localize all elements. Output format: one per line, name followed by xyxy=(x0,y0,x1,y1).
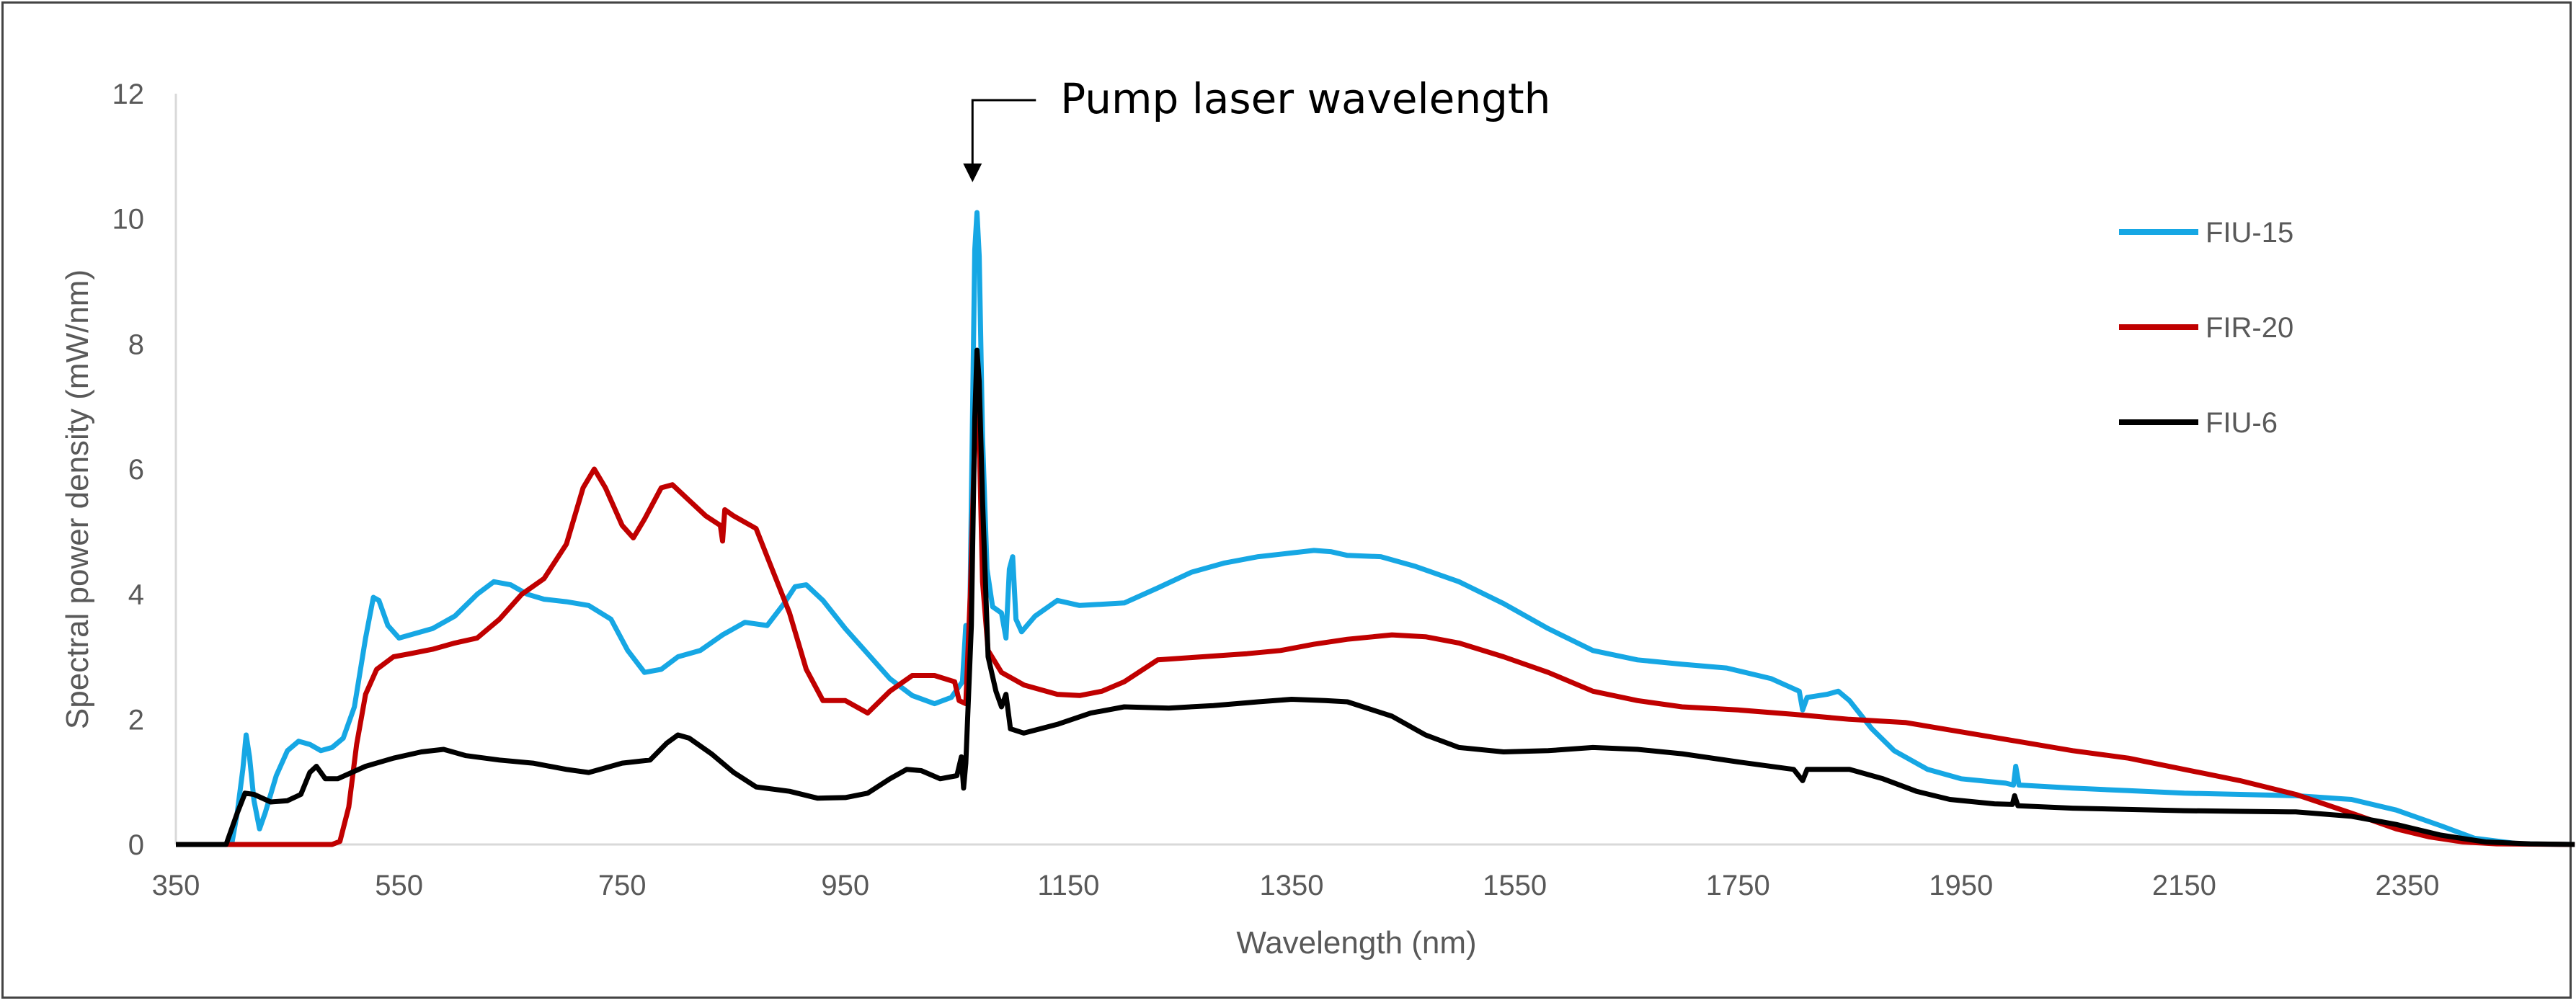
legend-label: FIU-15 xyxy=(2206,217,2293,249)
x-tick-label: 1350 xyxy=(1260,870,1324,901)
x-tick-label: 1150 xyxy=(1037,870,1099,901)
y-tick-label: 6 xyxy=(128,454,144,486)
series-line-fiu-15 xyxy=(228,210,2575,847)
x-tick-labels: 350 550 750 950 1150 1350 1550 1750 1950 2150 2350 xyxy=(152,870,2440,901)
annotation-text: Pump laser wavelength xyxy=(1060,74,1550,123)
legend-item: FIU-6 xyxy=(2119,407,2278,439)
x-tick-label: 1750 xyxy=(1706,870,1770,901)
x-tick-label: 1950 xyxy=(1929,870,1993,901)
x-tick-label: 750 xyxy=(598,870,647,901)
y-tick-label: 4 xyxy=(128,579,144,611)
y-tick-label: 12 xyxy=(112,79,145,110)
legend-label: FIR-20 xyxy=(2206,312,2293,344)
y-tick-label: 10 xyxy=(112,204,145,236)
legend: FIU-15 FIR-20 FIU-6 xyxy=(2119,217,2293,439)
annotation-leader-line xyxy=(971,99,1036,165)
annotation-arrow-head xyxy=(963,163,982,182)
x-tick-label: 2150 xyxy=(2152,870,2216,901)
x-tick-label: 1550 xyxy=(1483,870,1547,901)
series-line-fiu-6 xyxy=(176,347,2575,847)
legend-label: FIU-6 xyxy=(2206,407,2278,439)
legend-item: FIU-15 xyxy=(2119,217,2293,249)
x-tick-label: 350 xyxy=(152,870,200,901)
y-tick-label: 0 xyxy=(128,829,144,861)
pump-laser-annotation: Pump laser wavelength xyxy=(963,74,1550,182)
y-tick-label: 8 xyxy=(128,329,144,360)
legend-item: FIR-20 xyxy=(2119,312,2293,344)
y-axis-title: Spectral power density (mW/nm) xyxy=(60,269,95,729)
x-tick-label: 550 xyxy=(375,870,423,901)
x-axis-title: Wavelength (nm) xyxy=(1236,925,1476,960)
y-tick-labels: 0 2 4 6 8 10 12 xyxy=(112,79,145,861)
y-tick-label: 2 xyxy=(128,704,144,736)
x-tick-label: 950 xyxy=(821,870,869,901)
x-tick-label: 2350 xyxy=(2376,870,2440,901)
axes xyxy=(174,94,2537,846)
series-line-fir-20 xyxy=(176,404,2575,847)
series-lines xyxy=(176,210,2575,847)
